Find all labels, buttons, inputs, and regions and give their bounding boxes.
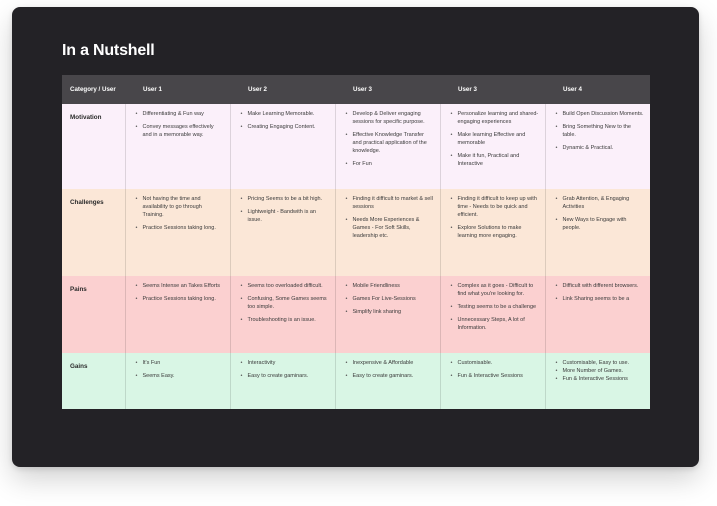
list-item: Testing seems to be a challenge (451, 304, 539, 312)
list-item: Build Open Discussion Moments. (556, 111, 645, 119)
table-cell: Interactivity Easy to create gaminars. (230, 353, 336, 409)
list-item: Complex as it goes - Difficult to find w… (451, 283, 539, 299)
list-item: Effective Knowledge Transfer and practic… (346, 132, 434, 156)
column-header-user: User 4 (563, 86, 582, 93)
table-cell: Pricing Seems to be a bit high. Lightwei… (230, 189, 336, 276)
presentation-card: In a Nutshell Category / User User 1 Use… (12, 7, 699, 467)
table-cell: Develop & Deliver engaging sessions for … (335, 104, 441, 189)
list-item: Explore Solutions to make learning more … (451, 225, 539, 241)
list-item: Make it fun, Practical and Interactive (451, 153, 539, 169)
list-item: For Fun (346, 161, 434, 169)
table-cell: It's Fun Seems Easy. (125, 353, 231, 409)
list-item: Bring Something New to the table. (556, 124, 645, 140)
row-category-label: Motivation (62, 104, 126, 189)
column-header-user: User 1 (143, 86, 162, 93)
row-category-label: Pains (62, 276, 126, 353)
table-cell: Finding it difficult to keep up with tim… (440, 189, 546, 276)
table-cell: Mobile Friendliness Games For Live-Sessi… (335, 276, 441, 353)
list-item: Troubleshooting is an issue. (241, 317, 329, 325)
list-item: Seems Intense an Takes Efforts (136, 283, 224, 291)
list-item: Interactivity (241, 360, 329, 368)
list-item: Customisable. (451, 360, 539, 368)
list-item: Make learning Effective and memorable (451, 132, 539, 148)
table-cell: Build Open Discussion Moments. Bring Som… (545, 104, 650, 189)
table-cell: Not having the time and availability to … (125, 189, 231, 276)
column-header-user: User 2 (248, 86, 267, 93)
list-item: Easy to create gaminars. (346, 373, 434, 381)
list-item: Differentiating & Fun way (136, 111, 224, 119)
list-item: Dynamic & Practical. (556, 145, 645, 153)
list-item: Finding it difficult to market & sell se… (346, 196, 434, 212)
list-item: Finding it difficult to keep up with tim… (451, 196, 539, 220)
table-cell: Inexpensive & Affordable Easy to create … (335, 353, 441, 409)
page-title: In a Nutshell (62, 42, 155, 59)
list-item: Creating Engaging Content. (241, 124, 329, 132)
summary-table: Category / User User 1 User 2 User 3 Use… (62, 75, 650, 409)
table-row-gains: Gains It's Fun Seems Easy. Interactivity… (62, 353, 650, 409)
list-item: New Ways to Engage with people. (556, 217, 645, 233)
list-item: Practice Sessions taking long. (136, 225, 224, 233)
list-item: It's Fun (136, 360, 224, 368)
list-item: Confusing, Some Games seems too simple. (241, 296, 329, 312)
table-cell: Differentiating & Fun way Convey message… (125, 104, 231, 189)
table-cell: Difficult with different browsers. Link … (545, 276, 650, 353)
list-item: Inexpensive & Affordable (346, 360, 434, 368)
list-item: Difficult with different browsers. (556, 283, 645, 291)
table-row-pains: Pains Seems Intense an Takes Efforts Pra… (62, 276, 650, 353)
column-header-category: Category / User (70, 85, 116, 93)
list-item: Seems Easy. (136, 373, 224, 381)
table-cell: Seems Intense an Takes Efforts Practice … (125, 276, 231, 353)
table-header-row: Category / User User 1 User 2 User 3 Use… (62, 75, 650, 104)
list-item: Simplify link sharing (346, 309, 434, 317)
row-category-label: Gains (62, 353, 126, 409)
list-item: Not having the time and availability to … (136, 196, 224, 220)
column-header-user: User 3 (458, 86, 477, 93)
table-row-motivation: Motivation Differentiating & Fun way Con… (62, 104, 650, 189)
list-item: Convey messages effectively and in a mem… (136, 124, 224, 140)
table-cell: Customisable, Easy to use. More Number o… (545, 353, 650, 409)
table-cell: Make Learning Memorable. Creating Engagi… (230, 104, 336, 189)
row-category-label: Challenges (62, 189, 126, 276)
list-item: Unnecessary Steps, A lot of Information. (451, 317, 539, 333)
table-cell: Customisable. Fun & Interactive Sessions (440, 353, 546, 409)
list-item: Develop & Deliver engaging sessions for … (346, 111, 434, 127)
list-item: Personalize learning and shared-engaging… (451, 111, 539, 127)
list-item: Practice Sessions taking long. (136, 296, 224, 304)
list-item: Needs More Experiences & Games - For Sof… (346, 217, 434, 241)
list-item: Lightweight - Bandwith is an issue. (241, 209, 329, 225)
list-item: Seems too overloaded difficult. (241, 283, 329, 291)
list-item: Pricing Seems to be a bit high. (241, 196, 329, 204)
list-item: Make Learning Memorable. (241, 111, 329, 119)
table-cell: Personalize learning and shared-engaging… (440, 104, 546, 189)
list-item: Fun & Interactive Sessions (556, 376, 645, 384)
list-item: Mobile Friendliness (346, 283, 434, 291)
list-item: Customisable, Easy to use. (556, 360, 645, 368)
list-item: Grab Attention, & Engaging Activities (556, 196, 645, 212)
column-header-user: User 3 (353, 86, 372, 93)
list-item: Easy to create gaminars. (241, 373, 329, 381)
list-item: Games For Live-Sessions (346, 296, 434, 304)
table-row-challenges: Challenges Not having the time and avail… (62, 189, 650, 276)
table-cell: Seems too overloaded difficult. Confusin… (230, 276, 336, 353)
table-cell: Grab Attention, & Engaging Activities Ne… (545, 189, 650, 276)
table-cell: Finding it difficult to market & sell se… (335, 189, 441, 276)
list-item: Fun & Interactive Sessions (451, 373, 539, 381)
table-cell: Complex as it goes - Difficult to find w… (440, 276, 546, 353)
list-item: Link Sharing seems to be a (556, 296, 645, 304)
list-item: More Number of Games. (556, 368, 645, 376)
